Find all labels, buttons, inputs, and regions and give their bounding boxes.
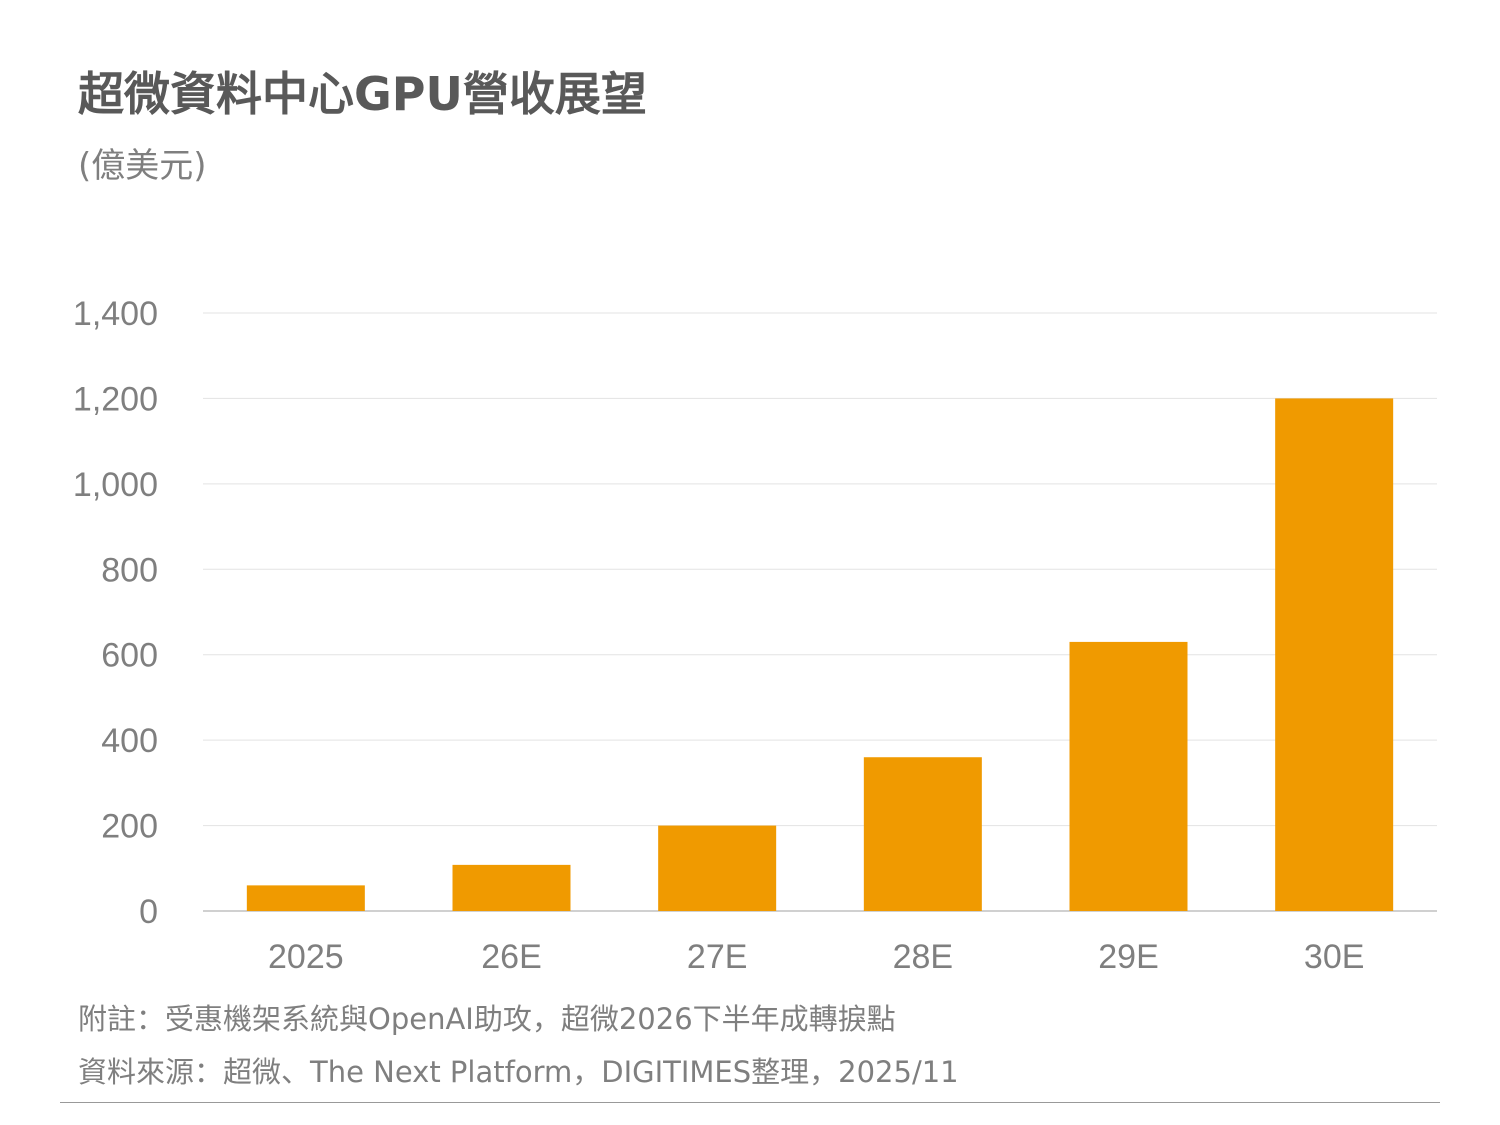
x-tick-label: 28E	[893, 938, 954, 976]
y-tick-label: 800	[101, 551, 158, 589]
bar-28E	[863, 757, 982, 911]
y-tick-label: 200	[101, 808, 158, 846]
y-tick-label: 600	[101, 637, 158, 675]
x-tick-label: 29E	[1098, 938, 1159, 976]
bar-30E	[1275, 398, 1394, 911]
bar-2025	[246, 885, 365, 911]
x-tick-label: 30E	[1304, 938, 1365, 976]
bar-29E	[1069, 641, 1188, 911]
chart-title: 超微資料中心GPU營收展望	[78, 67, 647, 121]
y-tick-label: 400	[101, 722, 158, 760]
source-note: 資料來源：超微、The Next Platform，DIGITIMES整理，20…	[78, 1055, 959, 1089]
x-tick-label: 26E	[481, 938, 542, 976]
bar-27E	[658, 825, 777, 911]
remark-note: 附註：受惠機架系統與OpenAI助攻，超微2026下半年成轉捩點	[78, 1002, 896, 1036]
bar-26E	[452, 864, 571, 911]
y-tick-label: 0	[139, 893, 158, 931]
y-tick-label: 1,200	[73, 380, 158, 418]
y-tick-label: 1,000	[73, 466, 158, 504]
y-tick-label: 1,400	[73, 295, 158, 333]
bottom-divider	[60, 1102, 1440, 1103]
x-tick-label: 2025	[268, 938, 344, 976]
x-tick-label: 27E	[687, 938, 748, 976]
unit-label: (億美元)	[78, 146, 207, 186]
